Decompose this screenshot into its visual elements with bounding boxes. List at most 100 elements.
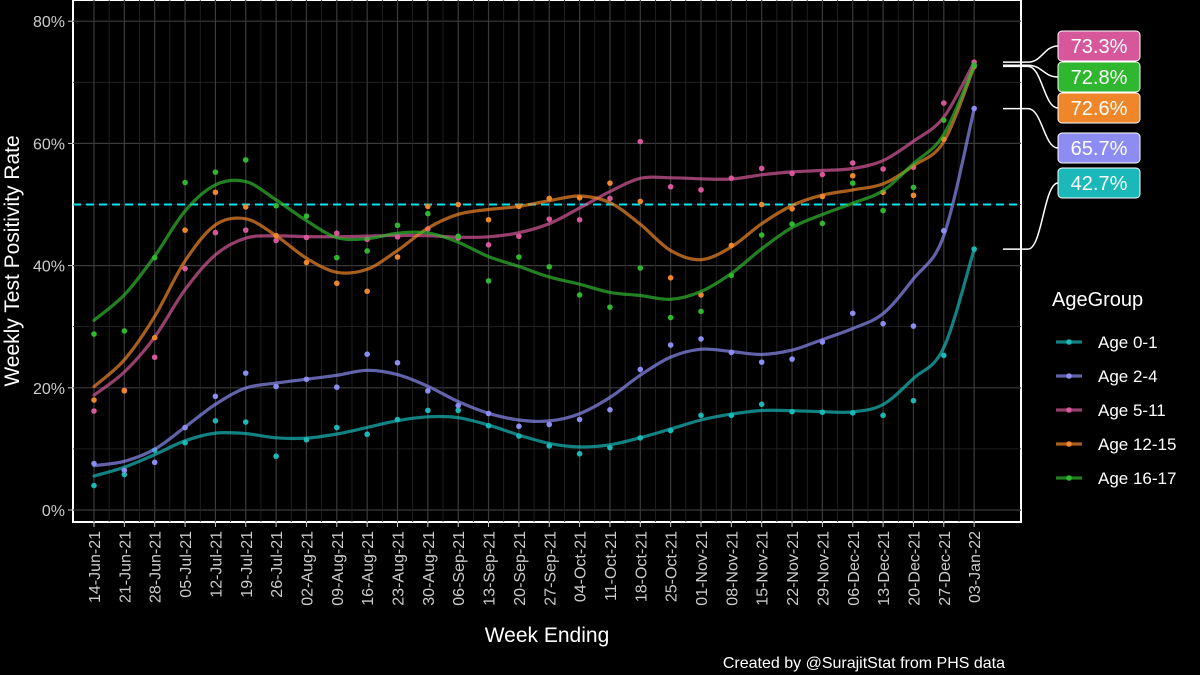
data-point xyxy=(303,376,310,383)
end-label-box xyxy=(1057,167,1141,199)
data-point xyxy=(789,408,795,415)
data-point xyxy=(819,339,826,345)
data-point xyxy=(425,407,431,414)
data-point xyxy=(394,359,401,366)
data-point xyxy=(273,383,279,390)
data-point xyxy=(455,201,462,208)
data-point xyxy=(880,207,886,214)
legend-key-point xyxy=(1066,339,1072,345)
y-tick-label: 60% xyxy=(33,136,65,153)
data-point xyxy=(728,242,735,249)
end-label-text: 73.3% xyxy=(1071,36,1128,58)
x-tick-label: 12-Jul-21 xyxy=(208,531,225,598)
legend-label: Age 0-1 xyxy=(1098,333,1158,352)
data-point xyxy=(485,278,492,284)
data-point xyxy=(941,227,947,234)
data-point xyxy=(91,397,97,403)
data-point xyxy=(121,471,128,478)
data-point xyxy=(212,169,219,175)
data-point xyxy=(516,433,522,439)
data-point xyxy=(607,195,613,202)
data-point xyxy=(334,280,340,287)
data-point xyxy=(667,427,674,434)
data-point xyxy=(151,334,158,341)
legend-key-point xyxy=(1066,373,1072,379)
data-point xyxy=(880,166,886,172)
data-point xyxy=(667,183,674,190)
end-label-connector xyxy=(1003,107,1059,149)
data-point xyxy=(455,233,462,240)
series-group xyxy=(91,246,977,489)
data-point xyxy=(303,213,310,219)
data-point xyxy=(728,175,735,182)
x-tick-label: 21-Jun-21 xyxy=(117,531,134,603)
data-point xyxy=(151,459,158,466)
data-point xyxy=(425,210,431,217)
caption: Created by @SurajitStat from PHS data xyxy=(723,655,1005,672)
data-point xyxy=(971,105,977,112)
data-point xyxy=(910,397,917,404)
data-point xyxy=(758,359,765,365)
legend-item: Age 2-4 xyxy=(1056,367,1158,386)
x-tick-label: 09-Aug-21 xyxy=(330,531,347,606)
data-point xyxy=(485,242,492,248)
data-point xyxy=(485,410,492,417)
data-point xyxy=(182,424,188,431)
data-point xyxy=(819,409,826,416)
legend-key-point xyxy=(1066,475,1072,481)
end-label-text: 65.7% xyxy=(1071,138,1128,160)
data-point xyxy=(758,401,765,408)
data-point xyxy=(910,323,917,329)
data-point xyxy=(546,264,553,270)
data-point xyxy=(698,187,704,193)
data-point xyxy=(364,248,370,254)
data-point xyxy=(182,227,188,233)
x-tick-label: 13-Dec-21 xyxy=(876,531,893,606)
data-point xyxy=(971,246,977,252)
y-tick-label: 80% xyxy=(33,14,65,31)
data-point xyxy=(242,419,249,425)
data-point xyxy=(121,467,128,474)
x-axis-title: Week Ending xyxy=(485,624,610,647)
x-tick-label: 06-Sep-21 xyxy=(451,531,468,606)
data-point xyxy=(698,308,704,315)
data-point xyxy=(546,216,553,222)
x-tick-label: 27-Sep-21 xyxy=(542,531,559,606)
data-point xyxy=(607,406,613,413)
data-point xyxy=(667,342,674,348)
x-tick-label: 05-Jul-21 xyxy=(178,531,195,598)
data-point xyxy=(546,421,553,428)
end-label-box xyxy=(1057,30,1141,62)
x-tick-label: 19-Jul-21 xyxy=(239,531,256,598)
data-point xyxy=(303,234,310,241)
data-point xyxy=(455,407,462,414)
data-point xyxy=(273,453,279,460)
data-point xyxy=(485,216,492,223)
legend-item: Age 0-1 xyxy=(1056,333,1158,352)
data-point xyxy=(364,288,370,295)
data-point xyxy=(242,157,249,163)
data-point xyxy=(849,172,856,179)
data-point xyxy=(637,138,644,145)
series-line xyxy=(92,247,976,478)
legend-label: Age 5-11 xyxy=(1098,401,1166,420)
data-point xyxy=(698,336,704,342)
x-tick-label: 04-Oct-21 xyxy=(573,531,590,602)
legend-item: Age 5-11 xyxy=(1056,401,1166,420)
x-tick-label: 28-Jun-21 xyxy=(148,531,165,603)
data-point xyxy=(910,184,917,191)
data-point xyxy=(758,232,765,238)
data-point xyxy=(303,436,310,443)
data-point xyxy=(637,435,644,441)
data-point xyxy=(728,412,735,419)
data-point xyxy=(212,393,219,400)
series-line xyxy=(92,64,976,389)
data-point xyxy=(758,201,765,208)
data-point xyxy=(455,402,462,409)
data-point xyxy=(819,220,826,227)
data-point xyxy=(485,422,492,429)
end-label: 72.8% xyxy=(1003,61,1141,93)
x-tick-label: 22-Nov-21 xyxy=(785,531,802,606)
plot-panel xyxy=(72,0,1022,523)
